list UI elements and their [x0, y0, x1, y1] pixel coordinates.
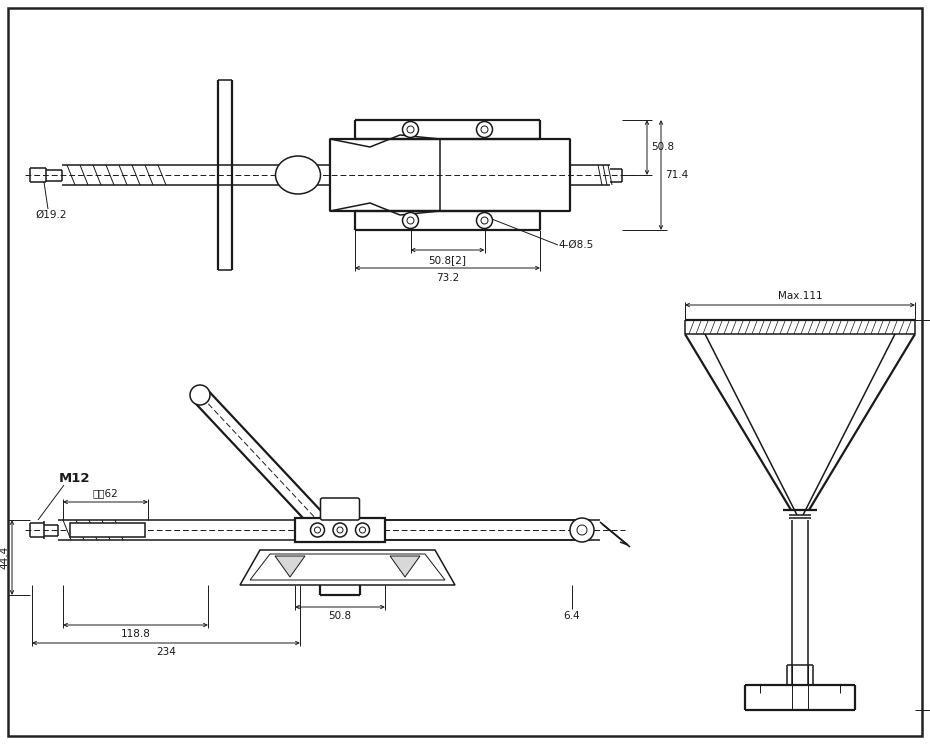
- Text: 50.8: 50.8: [328, 611, 352, 621]
- Circle shape: [337, 527, 343, 533]
- Text: 234: 234: [156, 647, 176, 657]
- Circle shape: [476, 213, 493, 228]
- Text: M12: M12: [59, 472, 90, 485]
- Polygon shape: [390, 556, 420, 577]
- Polygon shape: [240, 550, 455, 585]
- Circle shape: [311, 523, 325, 537]
- Text: Ø19.2: Ø19.2: [35, 210, 67, 220]
- Bar: [70, 523, 145, 537]
- Text: 73.2: 73.2: [436, 273, 459, 283]
- FancyBboxPatch shape: [321, 498, 360, 520]
- Circle shape: [476, 121, 493, 138]
- Polygon shape: [275, 556, 305, 577]
- Text: 4-Ø8.5: 4-Ø8.5: [558, 240, 593, 250]
- Circle shape: [403, 121, 418, 138]
- Circle shape: [577, 525, 587, 535]
- Circle shape: [190, 385, 210, 405]
- Text: 71.4: 71.4: [665, 170, 688, 180]
- Circle shape: [360, 527, 365, 533]
- Text: Max.111: Max.111: [777, 291, 822, 301]
- Text: 行稂62: 行稂62: [93, 488, 118, 498]
- Ellipse shape: [275, 156, 321, 194]
- Circle shape: [481, 217, 488, 224]
- Circle shape: [403, 213, 418, 228]
- Text: 44.4: 44.4: [0, 546, 9, 569]
- Text: 50.8: 50.8: [651, 143, 674, 153]
- Circle shape: [333, 523, 347, 537]
- Circle shape: [407, 217, 414, 224]
- Circle shape: [355, 523, 369, 537]
- Circle shape: [407, 126, 414, 133]
- Text: 50.8[2]: 50.8[2]: [429, 255, 467, 265]
- Text: 118.8: 118.8: [121, 629, 151, 639]
- Circle shape: [481, 126, 488, 133]
- Circle shape: [314, 527, 321, 533]
- Circle shape: [570, 518, 594, 542]
- Bar: [295, 518, 385, 542]
- Text: 6.4: 6.4: [564, 611, 580, 621]
- Polygon shape: [250, 554, 445, 580]
